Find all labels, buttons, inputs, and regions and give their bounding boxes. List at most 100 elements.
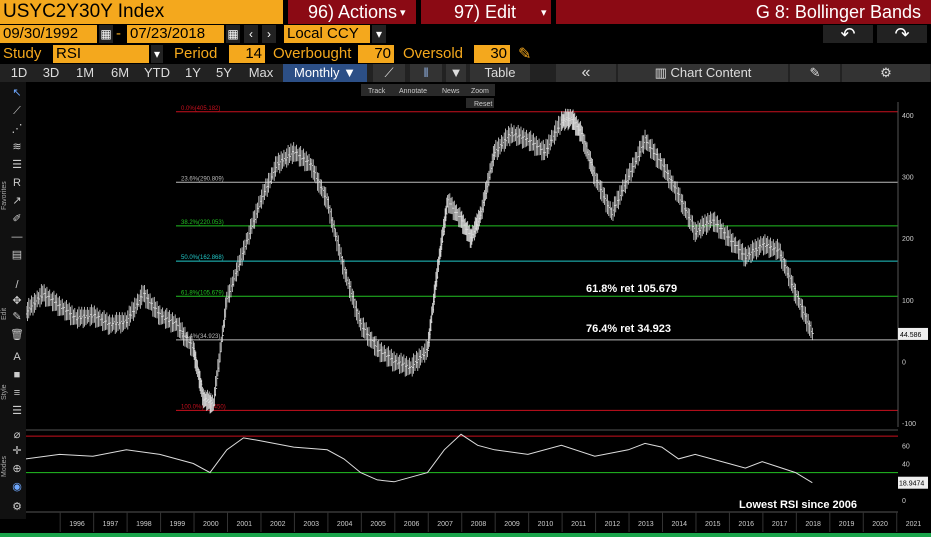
study-row: Study RSI ▾ Period 14 Overbought 70 Over… bbox=[0, 44, 931, 64]
trend-tool-icon[interactable]: ⋰ bbox=[11, 123, 23, 135]
rsi-y-tick-3: 0 bbox=[902, 498, 906, 505]
start-date-input[interactable]: 09/30/1992 bbox=[0, 25, 97, 43]
oversold-label: Oversold bbox=[403, 45, 464, 62]
move-tool-icon[interactable]: ✥ bbox=[12, 295, 22, 307]
chart-type-caret-icon[interactable]: ▼ bbox=[446, 64, 466, 82]
annotate-tool[interactable]: Annotate bbox=[399, 88, 427, 95]
last-rsi-value: 18.9474 bbox=[899, 481, 924, 488]
study-caret-icon[interactable]: ▾ bbox=[151, 45, 163, 63]
pen-tool-icon[interactable]: ✐ bbox=[12, 213, 22, 225]
fib-label-0: 0.0%(405.182) bbox=[181, 106, 220, 112]
x-tick-25: 2021 bbox=[906, 521, 922, 528]
price-y-axis: 400 300 200 100 0 -100 44.586 bbox=[897, 102, 928, 428]
x-tick-14: 2010 bbox=[538, 521, 554, 528]
function-title: G 8: Bollinger Bands bbox=[556, 0, 931, 24]
globe-icon[interactable]: ◉ bbox=[12, 481, 22, 493]
rsi-y-tick-0: 60 bbox=[902, 443, 910, 450]
line-tool-icon[interactable]: ⟋ bbox=[13, 105, 21, 117]
style-label: Style bbox=[1, 384, 8, 400]
x-tick-16: 2012 bbox=[605, 521, 621, 528]
toolbar: 1D 3D 1M 6M YTD 1Y 5Y Max Monthly ▼ ⟋ ‖ … bbox=[0, 64, 931, 82]
title-bar: USYC2Y30Y Index 96) Actions ▾ 97) Edit ▾… bbox=[0, 0, 931, 24]
edit-side-label: Edit bbox=[1, 307, 8, 320]
delete-tool-icon[interactable]: 🗑 bbox=[10, 329, 24, 341]
bar-chart-icon[interactable]: ‖ bbox=[410, 64, 442, 82]
line-width-icon[interactable]: ☰ bbox=[12, 405, 22, 417]
currency-caret-icon[interactable]: ▾ bbox=[372, 25, 386, 43]
eraser-tool-icon[interactable]: ⌀ bbox=[13, 429, 21, 441]
range-1m[interactable]: 1M bbox=[75, 65, 95, 80]
edit-menu[interactable]: 97) Edit ▾ bbox=[421, 0, 551, 24]
reset-tool[interactable]: Reset bbox=[474, 101, 492, 108]
range-ytd[interactable]: YTD bbox=[144, 65, 170, 80]
redo-icon[interactable]: ↷ bbox=[877, 25, 927, 43]
channel-tool-icon[interactable]: ≋ bbox=[12, 141, 22, 153]
ticker-title[interactable]: USYC2Y30Y Index bbox=[0, 0, 283, 24]
last-rsi-badge bbox=[898, 476, 928, 489]
oversold-input[interactable]: 30 bbox=[474, 45, 510, 63]
chart-area[interactable]: Track Annotate News Zoom Reset 0.0%(405.… bbox=[26, 82, 931, 537]
text-tool-icon[interactable]: A bbox=[13, 351, 21, 363]
x-tick-5: 2001 bbox=[237, 521, 253, 528]
pencil-icon[interactable]: ✎ bbox=[518, 46, 532, 63]
x-tick-18: 2014 bbox=[672, 521, 688, 528]
x-tick-15: 2011 bbox=[571, 521, 586, 528]
x-tick-19: 2015 bbox=[705, 521, 721, 528]
end-date-input[interactable]: 07/23/2018 bbox=[127, 25, 224, 43]
edit-chart-icon[interactable]: ✎ bbox=[790, 64, 840, 82]
study-select[interactable]: RSI bbox=[53, 45, 149, 63]
draw-tool-icon[interactable]: / bbox=[15, 279, 19, 291]
news-tool[interactable]: News bbox=[442, 88, 460, 95]
period-input[interactable]: 14 bbox=[229, 45, 265, 63]
fib-label-5: 76.4%(34.923) bbox=[181, 334, 220, 340]
cursor-tool-icon[interactable]: ↖ bbox=[12, 87, 22, 99]
range-3d[interactable]: 3D bbox=[42, 65, 60, 80]
start-calendar-icon[interactable]: ▦ bbox=[99, 25, 113, 43]
actions-menu[interactable]: 96) Actions ▾ bbox=[288, 0, 416, 24]
range-6m[interactable]: 6M bbox=[110, 65, 130, 80]
price-y-tick-4: 0 bbox=[902, 359, 906, 366]
currency-select[interactable]: Local CCY bbox=[284, 25, 370, 43]
x-tick-12: 2008 bbox=[471, 521, 487, 528]
line-style-icon[interactable]: ≡ bbox=[13, 387, 21, 399]
range-5y[interactable]: 5Y bbox=[216, 65, 232, 80]
x-tick-11: 2007 bbox=[437, 521, 453, 528]
chart-tools-bar: Track Annotate News Zoom Reset bbox=[361, 84, 495, 108]
parallel-tool-icon[interactable]: ▤ bbox=[11, 249, 23, 261]
overbought-input[interactable]: 70 bbox=[358, 45, 394, 63]
zoom-tool-icon[interactable]: ⊕ bbox=[12, 463, 22, 475]
x-tick-22: 2018 bbox=[805, 521, 821, 528]
x-tick-4: 2000 bbox=[203, 521, 219, 528]
price-y-tick-3: 100 bbox=[902, 298, 914, 305]
settings-small-icon[interactable]: ⚙ bbox=[12, 501, 22, 513]
price-y-tick-2: 200 bbox=[902, 236, 914, 243]
range-1y[interactable]: 1Y bbox=[185, 65, 201, 80]
arrow-tool-icon[interactable]: ↗ bbox=[12, 195, 22, 207]
date-row: 09/30/1992 ▦ - 07/23/2018 ▦ ‹ › Local CC… bbox=[0, 24, 931, 44]
frequency-select[interactable]: Monthly ▼ bbox=[283, 64, 367, 82]
undo-icon[interactable]: ↶ bbox=[823, 25, 873, 43]
track-tool[interactable]: Track bbox=[368, 88, 386, 95]
study-label: Study bbox=[3, 45, 42, 62]
fill-color-icon[interactable]: ■ bbox=[13, 369, 21, 381]
prev-period-icon[interactable]: ‹ bbox=[244, 25, 258, 43]
settings-gear-icon[interactable]: ⚙ bbox=[842, 64, 930, 82]
collapse-icon[interactable]: « bbox=[556, 64, 616, 82]
horizontal-line-icon[interactable]: — bbox=[11, 231, 23, 243]
range-max[interactable]: Max bbox=[248, 65, 274, 80]
pencil-tool-icon[interactable]: ✎ bbox=[12, 311, 22, 323]
next-period-icon[interactable]: › bbox=[262, 25, 276, 43]
x-tick-21: 2017 bbox=[772, 521, 788, 528]
retracement-tool-icon[interactable]: R bbox=[13, 177, 21, 189]
fib-tool-icon[interactable]: ☰ bbox=[12, 159, 22, 171]
price-plot bbox=[26, 108, 814, 414]
end-calendar-icon[interactable]: ▦ bbox=[226, 25, 240, 43]
zoom-tool[interactable]: Zoom bbox=[471, 88, 489, 95]
table-button[interactable]: Table bbox=[470, 64, 530, 82]
line-chart-icon[interactable]: ⟋ bbox=[373, 64, 405, 82]
crosshair-icon[interactable]: ✛ bbox=[12, 445, 22, 457]
edit-caret-icon: ▾ bbox=[541, 7, 547, 19]
range-1d[interactable]: 1D bbox=[10, 65, 28, 80]
x-tick-0: 1996 bbox=[69, 521, 85, 528]
chart-content-button[interactable]: ▥ Chart Content bbox=[618, 64, 788, 82]
